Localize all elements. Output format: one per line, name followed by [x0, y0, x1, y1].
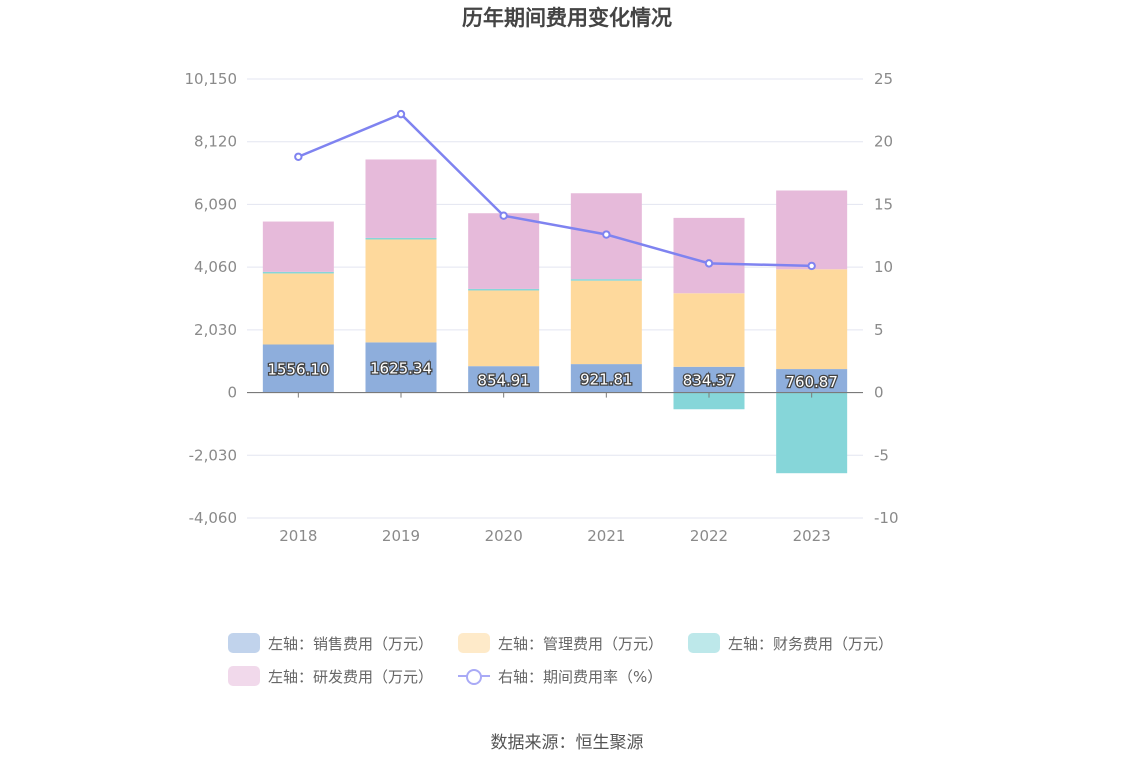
- left-tick-label: 10,150: [185, 70, 238, 88]
- x-tick-label: 2023: [793, 527, 831, 545]
- legend-label-sales: 左轴：销售费用（万元）: [268, 634, 434, 653]
- legend-swatch-finance: [688, 633, 720, 653]
- right-tick-label: 20: [874, 133, 893, 151]
- legend-item-rnd[interactable]: 左轴：研发费用（万元）: [228, 663, 433, 689]
- data-source-note: 数据来源：恒生聚源: [490, 733, 644, 753]
- rate-point: [602, 230, 611, 239]
- bar-segment: [468, 366, 540, 393]
- right-tick-label: 25: [874, 70, 893, 88]
- legend-label-finance: 左轴：财务费用（万元）: [728, 634, 894, 653]
- left-tick-label: -2,030: [189, 446, 237, 464]
- bar-segment: [365, 342, 437, 393]
- rate-line-series: [294, 109, 816, 271]
- legend-item-finance[interactable]: 左轴：财务费用（万元）: [688, 630, 893, 656]
- bar-segment: [468, 290, 540, 367]
- left-tick-label: 8,120: [194, 133, 237, 151]
- rate-point: [807, 261, 816, 271]
- bar-series: [262, 159, 848, 474]
- rate-point: [294, 152, 303, 161]
- legend-line-rate-icon: [458, 666, 490, 686]
- right-tick-label: 10: [874, 258, 893, 276]
- x-tick-label: 2018: [279, 527, 317, 545]
- bar-data-label: 1625.34: [370, 359, 432, 377]
- left-tick-label: 0: [227, 384, 237, 402]
- left-tick-label: 4,060: [194, 258, 237, 276]
- legend-swatch-rnd: [228, 666, 260, 686]
- legend-swatch-admin: [458, 633, 490, 653]
- legend-swatch-sales: [228, 633, 260, 653]
- bar-segment: [673, 293, 745, 367]
- bar-segment: [570, 364, 642, 393]
- bar-data-label: 921.81: [580, 370, 633, 388]
- left-tick-label: 6,090: [194, 195, 237, 213]
- bar-segment: [570, 279, 642, 281]
- bar-segment: [468, 213, 540, 289]
- legend-label-rnd: 左轴：研发费用（万元）: [268, 667, 434, 686]
- x-tick-label: 2020: [485, 527, 523, 545]
- x-tick-label: 2021: [587, 527, 625, 545]
- bar-segment: [776, 269, 848, 370]
- left-axis: 10,150 8,120 6,090 4,060 2,030 0 -2,030 -4,060: [185, 70, 238, 527]
- bar-data-label: 760.87: [785, 373, 838, 391]
- bar-data-label: 834.37: [683, 372, 736, 390]
- right-tick-label: -10: [874, 509, 899, 527]
- right-tick-label: 5: [874, 321, 884, 339]
- legend-item-admin[interactable]: 左轴：管理费用（万元）: [458, 630, 663, 656]
- bar-segment: [262, 271, 334, 274]
- right-tick-label: 15: [874, 195, 893, 213]
- bar-data-labels: 1556.10 1625.34 854.91 921.81 834.37 760.87: [266, 358, 839, 392]
- bar-segment: [262, 273, 334, 345]
- legend-label-rate: 右轴：期间费用率（%）: [498, 667, 663, 686]
- bar-segment: [468, 288, 540, 291]
- bar-segment: [262, 344, 334, 393]
- bar-data-label: 1556.10: [267, 361, 329, 379]
- grid-lines: [247, 78, 863, 519]
- right-tick-label: -5: [874, 446, 889, 464]
- bar-segment: [365, 159, 437, 238]
- bar-segment: [262, 221, 334, 272]
- bar-segment: [365, 237, 437, 240]
- x-axis: 2018 2019 2020 2021 2022 2023: [279, 527, 831, 545]
- right-tick-label: 0: [874, 384, 884, 402]
- bar-segment: [365, 239, 437, 343]
- left-tick-label: 2,030: [194, 321, 237, 339]
- bar-segment: [673, 366, 745, 393]
- legend-label-admin: 左轴：管理费用（万元）: [498, 634, 664, 653]
- bar-segment: [570, 280, 642, 365]
- bar-data-label: 854.91: [477, 371, 530, 389]
- rate-line: [297, 112, 812, 268]
- zero-baseline: [247, 391, 863, 398]
- x-tick-label: 2019: [382, 527, 420, 545]
- bar-segment: [776, 190, 848, 270]
- left-tick-label: -4,060: [189, 509, 237, 527]
- bar-segment: [776, 392, 848, 474]
- bar-segment: [673, 392, 745, 410]
- rate-point: [704, 259, 714, 268]
- rate-point: [499, 211, 508, 220]
- chart-title: 历年期间费用变化情况: [462, 6, 672, 30]
- bar-segment: [776, 369, 848, 393]
- x-tick-label: 2022: [690, 527, 728, 545]
- rate-point: [396, 109, 406, 119]
- legend-item-sales[interactable]: 左轴：销售费用（万元）: [228, 630, 433, 656]
- right-axis: 25 20 15 10 5 0 -5 -10: [874, 70, 899, 527]
- legend-item-rate[interactable]: 右轴：期间费用率（%）: [458, 663, 662, 689]
